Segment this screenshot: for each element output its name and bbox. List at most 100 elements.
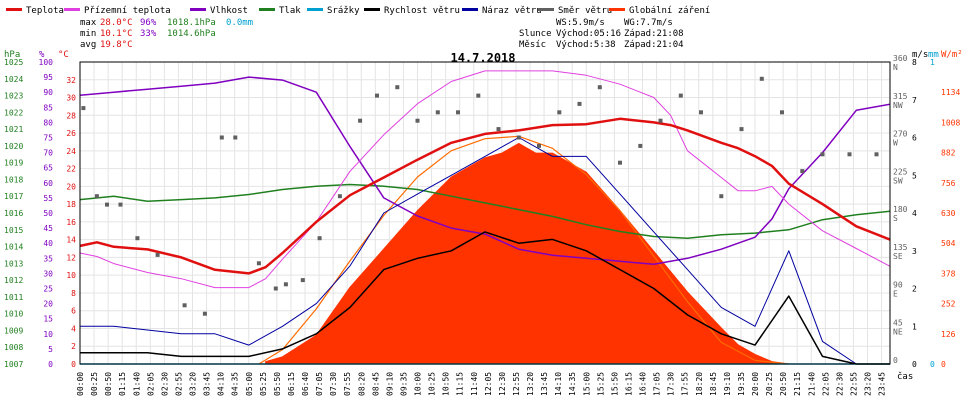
tick-time: 15:00 bbox=[582, 372, 591, 396]
tick-time: 00:00 bbox=[76, 372, 85, 396]
tick-wind-speed: 3 bbox=[912, 247, 917, 256]
stat-max-label: max bbox=[80, 18, 97, 28]
axes: 1007100810091010101110121013101410151016… bbox=[4, 54, 960, 396]
tick-pressure: 1019 bbox=[4, 159, 23, 168]
tick-rain: 0 bbox=[930, 360, 935, 369]
tick-temperature: 22 bbox=[66, 165, 76, 174]
stat-max-temp: 28.0°C bbox=[100, 18, 133, 28]
tick-temperature: 12 bbox=[66, 253, 76, 262]
tick-time: 18:45 bbox=[709, 372, 718, 396]
wind-direction-point bbox=[415, 118, 420, 123]
stat-max-rain: 0.0mm bbox=[226, 18, 253, 28]
legend: Teplota Přízemní teplota Vlhkost Tlak Srážky… bbox=[6, 6, 710, 16]
tick-time: 06:15 bbox=[287, 372, 296, 396]
legend-swatch bbox=[538, 8, 554, 11]
legend-label: Tlak bbox=[279, 6, 301, 16]
unit-pct: % bbox=[39, 50, 45, 60]
legend-swatch bbox=[259, 8, 275, 11]
series-line bbox=[80, 137, 890, 365]
wind-direction-point bbox=[337, 194, 342, 199]
tick-radiation: 882 bbox=[941, 149, 956, 158]
tick-temperature: 26 bbox=[66, 129, 76, 138]
tick-wind-direction-name: SE bbox=[893, 252, 903, 261]
tick-time: 17:05 bbox=[653, 372, 662, 396]
wind-direction-point bbox=[537, 143, 541, 148]
legend-swatch bbox=[364, 8, 380, 11]
tick-time: 23:20 bbox=[864, 372, 873, 396]
tick-pressure: 1025 bbox=[4, 58, 23, 67]
legend-swatch bbox=[609, 8, 625, 11]
legend-label: Směr větru bbox=[558, 6, 612, 16]
tick-time: 02:30 bbox=[160, 372, 169, 396]
wind-direction-point bbox=[233, 135, 238, 140]
tick-time: 03:45 bbox=[203, 372, 212, 396]
tick-wind-direction: 270 bbox=[893, 130, 908, 139]
tick-radiation: 126 bbox=[941, 330, 956, 339]
tick-temperature: 8 bbox=[71, 289, 76, 298]
stat-avg-temp: 19.8°C bbox=[100, 40, 133, 50]
tick-radiation: 378 bbox=[941, 269, 956, 278]
wind-direction-point bbox=[577, 101, 582, 106]
stat-max-hum: 96% bbox=[140, 18, 157, 28]
tick-time: 07:05 bbox=[315, 372, 324, 396]
tick-temperature: 2 bbox=[71, 342, 76, 351]
tick-time: 12:55 bbox=[512, 372, 521, 396]
sun-set: Západ:21:08 bbox=[624, 29, 684, 39]
tick-pressure: 1014 bbox=[4, 243, 23, 252]
tick-temperature: 16 bbox=[66, 218, 76, 227]
tick-radiation: 0 bbox=[941, 360, 946, 369]
stat-max-press: 1018.1hPa bbox=[167, 18, 216, 28]
tick-pressure: 1022 bbox=[4, 108, 23, 117]
tick-humidity: 70 bbox=[43, 149, 53, 158]
wind-direction-point bbox=[516, 135, 521, 140]
tick-wind-speed: 8 bbox=[912, 58, 917, 67]
tick-time: 09:35 bbox=[399, 372, 408, 396]
series-line bbox=[79, 76, 891, 266]
legend-label: Srážky bbox=[327, 6, 360, 16]
series-line bbox=[79, 117, 891, 275]
tick-wind-direction-name: SW bbox=[893, 176, 903, 185]
tick-time: 23:45 bbox=[878, 372, 887, 396]
wind-direction-point bbox=[847, 152, 852, 157]
tick-humidity: 80 bbox=[43, 118, 53, 127]
legend-swatch bbox=[6, 8, 22, 11]
tick-pressure: 1010 bbox=[4, 310, 23, 319]
tick-time: 05:00 bbox=[245, 372, 254, 396]
moon-label: Měsíc bbox=[519, 40, 546, 50]
legend-swatch bbox=[462, 8, 478, 11]
wind-direction-point bbox=[638, 143, 643, 148]
legend-label: Přízemní teplota bbox=[84, 6, 171, 16]
tick-time: 00:50 bbox=[104, 372, 113, 396]
unit-mm: mm bbox=[928, 50, 939, 60]
tick-humidity: 5 bbox=[48, 345, 53, 354]
wind-direction-point bbox=[219, 135, 224, 140]
series-line bbox=[79, 183, 891, 239]
tick-pressure: 1007 bbox=[4, 360, 23, 369]
tick-wind-direction: 180 bbox=[893, 205, 908, 214]
tick-wind-speed: 7 bbox=[912, 96, 917, 105]
tick-time: 09:10 bbox=[385, 372, 394, 396]
tick-time: 02:05 bbox=[146, 372, 155, 396]
tick-radiation: 504 bbox=[941, 239, 956, 248]
sun-rise: Východ:05:16 bbox=[556, 29, 621, 39]
series-line bbox=[80, 231, 890, 365]
wind-direction-point bbox=[118, 202, 123, 207]
unit-ms: m/s bbox=[912, 50, 928, 60]
tick-time: 04:35 bbox=[231, 372, 240, 396]
moon-rise: Východ:5:38 bbox=[556, 40, 616, 50]
tick-time: 12:05 bbox=[484, 372, 493, 396]
stat-min-label: min bbox=[80, 29, 96, 39]
wind-direction-point bbox=[81, 106, 86, 111]
wind-direction-point bbox=[557, 110, 562, 115]
tick-pressure: 1016 bbox=[4, 209, 23, 218]
x-axis-label: čas bbox=[897, 371, 913, 382]
tick-time: 05:50 bbox=[273, 372, 282, 396]
tick-pressure: 1015 bbox=[4, 226, 23, 235]
tick-time: 13:45 bbox=[540, 372, 549, 396]
wind-direction-point bbox=[800, 169, 805, 174]
tick-time: 19:10 bbox=[723, 372, 732, 396]
tick-time: 00:25 bbox=[90, 372, 99, 396]
tick-temperature: 10 bbox=[66, 271, 76, 280]
